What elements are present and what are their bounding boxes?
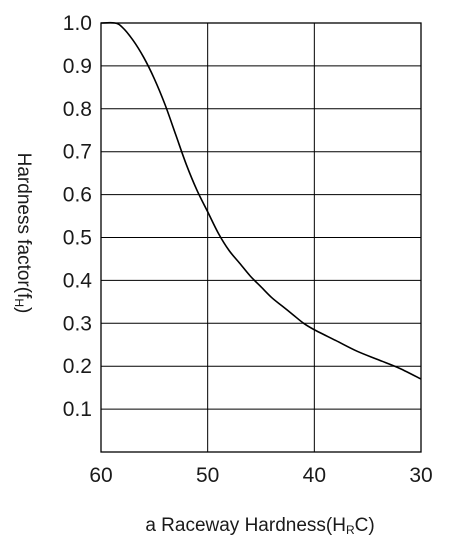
x-tick-label: 30	[409, 464, 432, 487]
y-tick-label: 0.2	[63, 355, 92, 378]
y-tick-label: 1.0	[63, 12, 92, 35]
y-tick-label: 0.3	[63, 312, 92, 335]
y-tick-label: 0.8	[63, 98, 92, 121]
y-tick-label: 0.5	[63, 227, 92, 250]
y-tick-labels: 0.1 0.2 0.3 0.4 0.5 0.6 0.7 0.8 0.9 1.0	[63, 12, 93, 421]
y-tick-label: 0.1	[63, 398, 92, 421]
x-tick-labels: 60 50 40 30	[89, 464, 432, 487]
plot-frame	[100, 22, 422, 453]
y-axis-title: Hardness factor(fH)	[12, 153, 34, 314]
x-tick-label: 50	[196, 464, 219, 487]
x-axis-title: a Raceway Hardness(HRC)	[145, 515, 374, 537]
x-tick-label: 60	[89, 464, 112, 487]
grid	[100, 22, 422, 452]
series-line	[100, 21, 422, 380]
y-tick-label: 0.4	[63, 269, 93, 292]
y-tick-label: 0.6	[63, 184, 92, 207]
y-tick-label: 0.7	[63, 141, 92, 164]
x-tick-label: 40	[303, 464, 326, 487]
y-tick-label: 0.9	[63, 55, 92, 78]
